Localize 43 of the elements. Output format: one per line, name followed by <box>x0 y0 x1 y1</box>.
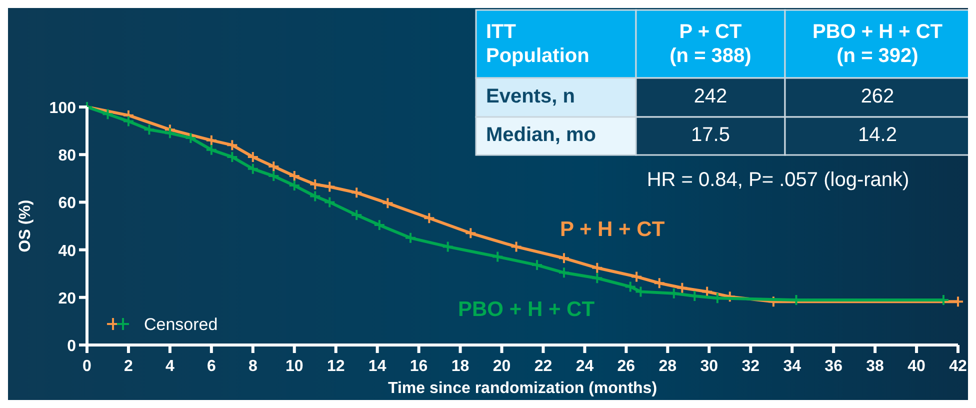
y-axis-title: OS (%) <box>17 200 34 252</box>
x-tick-label: 22 <box>534 358 552 375</box>
x-tick-label: 24 <box>576 358 594 375</box>
annotation: Median, mo <box>486 124 596 146</box>
annotation: 17.5 <box>691 124 730 146</box>
x-tick-label: 20 <box>492 358 511 375</box>
text: PBO + H + CT (n = 392) <box>812 21 943 68</box>
y-tick-label: 20 <box>58 290 76 308</box>
x-tick-label: 28 <box>658 358 677 375</box>
text: ITT Population <box>486 21 590 68</box>
x-tick-label: 6 <box>206 358 216 375</box>
y-tick-label: 100 <box>49 100 76 117</box>
annotation: 262 <box>860 86 894 108</box>
x-tick-label: 18 <box>451 358 470 375</box>
y-tick-label: 60 <box>58 195 76 212</box>
x-tick-label: 26 <box>617 358 636 375</box>
annotation: HR = 0.84, P= .057 (log-rank) <box>646 169 910 191</box>
x-tick-label: 10 <box>285 358 304 375</box>
annotation: 14.2 <box>858 124 897 146</box>
x-tick-label: 34 <box>783 358 802 375</box>
annotation: Events, n <box>486 86 575 108</box>
y-tick-label: 80 <box>58 148 76 165</box>
x-tick-label: 32 <box>742 358 760 375</box>
x-tick-label: 2 <box>124 358 134 375</box>
x-tick-label: 0 <box>82 358 92 375</box>
annotation: Censored <box>144 315 218 334</box>
y-tick-label: 0 <box>67 338 76 355</box>
x-tick-label: 40 <box>908 358 926 375</box>
x-tick-label: 14 <box>368 358 386 375</box>
series-label: PBO + H + CT <box>458 298 595 321</box>
text: P + CT (n = 388) <box>670 21 752 68</box>
annotation: 242 <box>694 86 728 108</box>
x-tick-label: 8 <box>248 358 258 375</box>
x-tick-label: 36 <box>824 358 843 375</box>
x-tick-label: 30 <box>700 358 718 375</box>
x-axis-title: Time since randomization (months) <box>388 380 658 397</box>
x-tick-label: 16 <box>410 358 428 375</box>
series-label: P + H + CT <box>560 218 665 241</box>
y-tick-label: 40 <box>58 242 76 260</box>
x-tick-label: 12 <box>326 358 345 375</box>
x-tick-label: 42 <box>949 358 967 375</box>
x-tick-label: 38 <box>866 358 884 375</box>
x-tick-label: 4 <box>166 358 174 375</box>
